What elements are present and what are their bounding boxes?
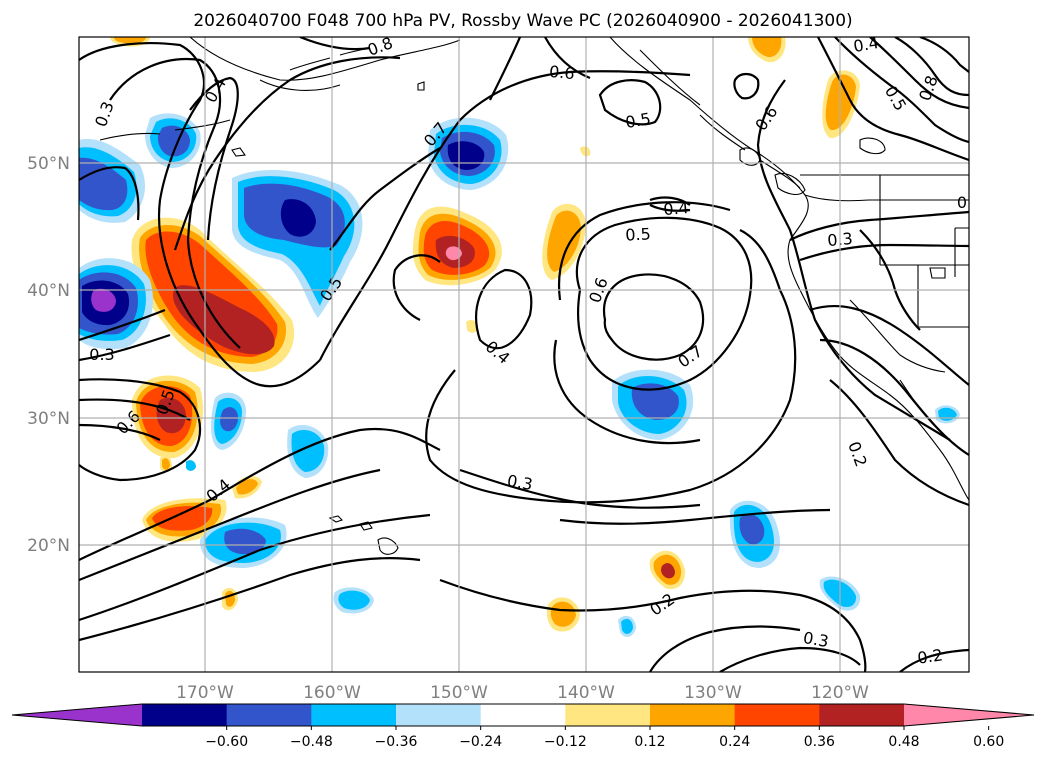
colorbar-segment (396, 704, 482, 726)
graticule (79, 37, 969, 672)
colorbar-tick-label: 0.60 (973, 734, 1004, 750)
contour-label: 0.4 (852, 33, 880, 56)
colorbar-tick-label: 0.36 (804, 734, 835, 750)
colorbar-extend-low (12, 704, 142, 726)
colorbar-segment (734, 704, 820, 726)
lat-label: 50°N (27, 154, 70, 174)
contour-label: 0 (957, 193, 967, 212)
lon-label: 140°W (557, 683, 615, 703)
contour-label: 0.3 (89, 345, 114, 364)
lon-label: 120°W (811, 683, 869, 703)
colorbar-tick-label: −0.60 (205, 734, 248, 750)
colorbar-tick-label: −0.48 (290, 734, 333, 750)
contour-label: 0.3 (506, 471, 534, 494)
longitude-labels: 170°W 160°W 150°W 140°W 130°W 120°W (176, 683, 869, 703)
latitude-labels: 50°N 40°N 30°N 20°N (27, 154, 70, 556)
lat-label: 40°N (27, 281, 70, 301)
pv-anomaly-fill (79, 37, 960, 637)
map-content: 0.3 0.4 0.8 0.5 0.7 0.6 0.5 0.4 0.5 0.6 … (79, 33, 969, 672)
contour-label: 0.5 (625, 224, 651, 244)
colorbar-segment (565, 704, 651, 726)
contour-label: 0.2 (916, 645, 944, 667)
colorbar-tick-label: 0.24 (719, 734, 750, 750)
colorbar-tick-label: −0.36 (375, 734, 418, 750)
colorbar-segment (480, 704, 566, 726)
contour-label: 0.4 (663, 198, 690, 219)
pv-contours (79, 37, 969, 672)
colorbar-extend-high (904, 704, 1034, 726)
colorbar-tick-label: −0.24 (459, 734, 502, 750)
colorbar-tick-label: 0.12 (634, 734, 665, 750)
map-frame (78, 36, 970, 673)
colorbar-segment (226, 704, 312, 726)
colorbar-outline (11, 703, 1035, 727)
contour-label: 0.6 (548, 62, 575, 83)
colorbar-segment (819, 704, 905, 726)
lat-label: 30°N (27, 409, 70, 429)
colorbar-segment (142, 704, 228, 726)
lon-label: 130°W (684, 683, 742, 703)
contour-label: 0.3 (802, 628, 830, 651)
colorbar-tick-label: −0.12 (544, 734, 587, 750)
colorbar-segment (650, 704, 736, 726)
colorbar-segment (311, 704, 397, 726)
lon-label: 150°W (430, 683, 488, 703)
lat-label: 20°N (27, 536, 70, 556)
colorbar: −0.60 −0.48 −0.36 −0.24 −0.12 0.12 0.24 0.36 0.4… (11, 703, 1035, 750)
lon-label: 170°W (176, 683, 234, 703)
colorbar-tick-label: 0.48 (888, 734, 919, 750)
lon-label: 160°W (303, 683, 361, 703)
contour-label: 0.5 (624, 109, 652, 132)
map-title: 2026040700 F048 700 hPa PV, Rossby Wave … (193, 11, 852, 31)
